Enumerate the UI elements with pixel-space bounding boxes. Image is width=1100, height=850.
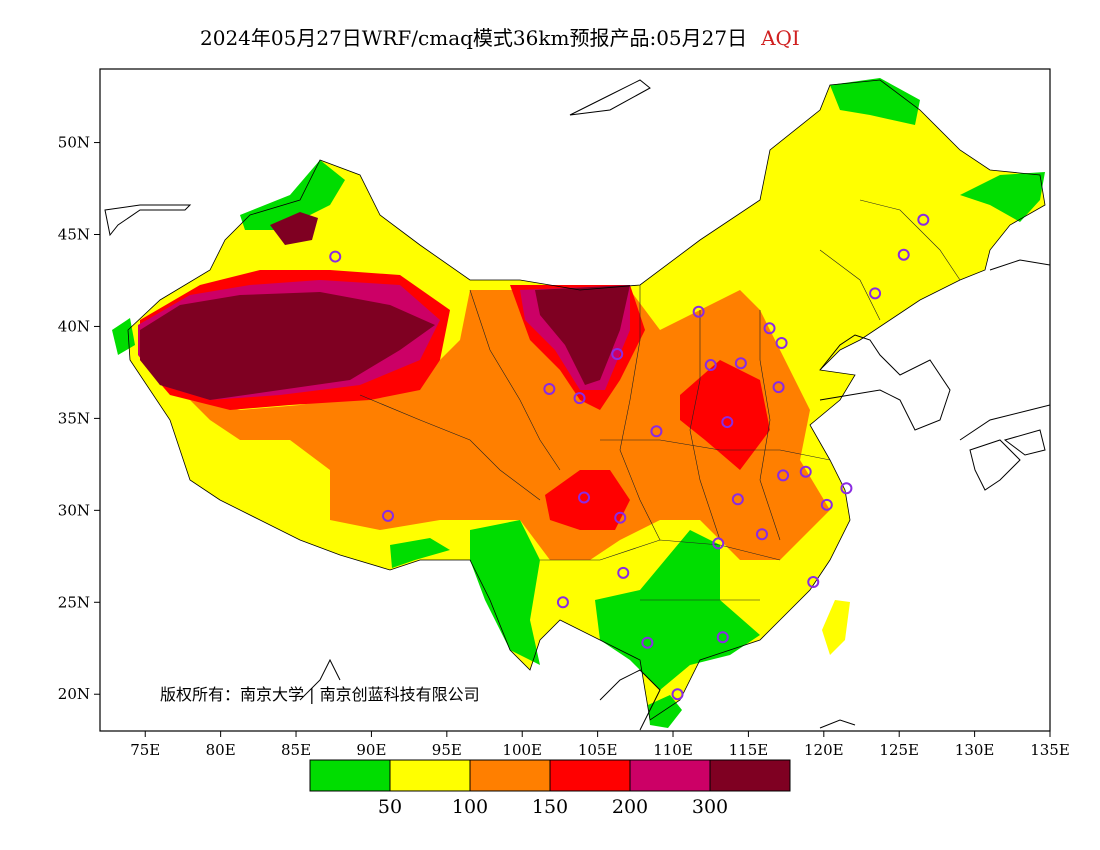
station-marker — [578, 491, 591, 504]
country-outline — [127, 79, 1046, 721]
colorbar-label: 200 — [612, 796, 648, 818]
station-marker — [777, 469, 790, 482]
province-borders — [359, 199, 961, 601]
lon-tick-label: 125E — [879, 741, 919, 759]
station-marker — [721, 416, 734, 429]
map-frame — [99, 68, 1051, 732]
page-title: 2024年05月27日WRF/cmaq模式36km预报产品:05月27日 AQI — [200, 22, 800, 51]
aqi-region-orange — [190, 290, 830, 560]
station-marker — [731, 493, 744, 506]
aqi-region-red-north-china — [680, 360, 770, 470]
monitoring-stations — [329, 213, 930, 701]
station-marker — [704, 359, 717, 372]
lon-tick-label: 105E — [578, 741, 618, 759]
station-marker — [917, 213, 930, 226]
station-marker — [775, 336, 788, 349]
colorbar-label: 300 — [692, 796, 728, 818]
colorbar-swatch — [549, 759, 631, 792]
lat-tick-label: 25N — [58, 593, 90, 611]
station-marker — [869, 287, 882, 300]
station-marker — [573, 392, 586, 405]
station-marker — [641, 636, 654, 649]
aqi-region-maroon-central — [535, 285, 630, 385]
station-marker — [556, 596, 569, 609]
lon-tick-label: 100E — [502, 741, 542, 759]
station-marker — [897, 248, 910, 261]
title-variable: AQI — [761, 26, 800, 50]
aqi-region-green-hainan — [648, 695, 682, 728]
aqi-region-green-tibet — [390, 538, 450, 568]
latitude-axis: 50N 45N 40N 35N 30N 25N 20N — [58, 134, 100, 703]
aqi-region-green-east — [960, 172, 1045, 222]
aqi-region-green-south — [595, 530, 760, 690]
copyright-text: 版权所有：南京大学 | 南京创蓝科技有限公司 — [160, 685, 480, 704]
station-marker — [329, 250, 342, 263]
lon-tick-label: 115E — [729, 741, 769, 759]
colorbar-swatch — [309, 759, 391, 792]
lon-tick-label: 135E — [1030, 741, 1070, 759]
station-marker — [840, 482, 853, 495]
aqi-region-yellow-taiwan — [822, 600, 850, 655]
station-marker — [543, 382, 556, 395]
station-marker — [799, 465, 812, 478]
colorbar-label: 150 — [532, 796, 568, 818]
station-marker — [650, 425, 663, 438]
lat-tick-label: 50N — [58, 134, 90, 152]
station-marker — [382, 509, 395, 522]
lat-tick-label: 45N — [58, 226, 90, 244]
station-marker — [617, 566, 630, 579]
aqi-region-green-southwest — [470, 520, 540, 665]
colorbar-label: 50 — [378, 796, 402, 818]
station-marker — [734, 357, 747, 370]
lon-tick-label: 95E — [432, 741, 462, 759]
colorbar-swatch — [469, 759, 551, 792]
lon-tick-label: 75E — [130, 741, 160, 759]
colorbar-label: 100 — [452, 796, 488, 818]
lat-tick-label: 20N — [58, 685, 90, 703]
lon-tick-label: 110E — [653, 741, 693, 759]
colorbar-swatch — [629, 759, 711, 792]
colorbar: 50 100 150 200 300 — [309, 759, 791, 818]
aqi-region-maroon-north — [270, 212, 318, 245]
lon-tick-label: 120E — [804, 741, 844, 759]
station-marker — [671, 688, 684, 701]
station-marker — [611, 348, 624, 361]
station-marker — [772, 381, 785, 394]
station-marker — [763, 322, 776, 335]
longitude-axis: 75E 80E 85E 90E 95E 100E 105E 110E 115E 120E 125E 1… — [130, 731, 1070, 759]
lat-tick-label: 30N — [58, 501, 90, 519]
station-marker — [807, 576, 820, 589]
lon-tick-label: 85E — [281, 741, 311, 759]
map-content — [104, 78, 1050, 731]
aqi-region-green-northeast — [830, 78, 920, 125]
aqi-region-maroon-taklamakan — [140, 292, 435, 400]
lon-tick-label: 80E — [206, 741, 236, 759]
aqi-region-green-northwest — [240, 160, 345, 230]
colorbar-swatch — [389, 759, 471, 792]
station-marker — [614, 511, 627, 524]
colorbar-swatch — [709, 759, 791, 792]
lon-tick-label: 90E — [356, 741, 386, 759]
station-marker — [820, 498, 833, 511]
title-main: 2024年05月27日WRF/cmaq模式36km预报产品:05月27日 — [200, 26, 748, 50]
station-marker — [716, 631, 729, 644]
lat-tick-label: 40N — [58, 317, 90, 335]
station-marker — [755, 528, 768, 541]
lon-tick-label: 130E — [955, 741, 995, 759]
coastlines — [104, 79, 1050, 731]
station-marker — [712, 537, 725, 550]
station-marker — [692, 305, 705, 318]
lat-tick-label: 35N — [58, 409, 90, 427]
